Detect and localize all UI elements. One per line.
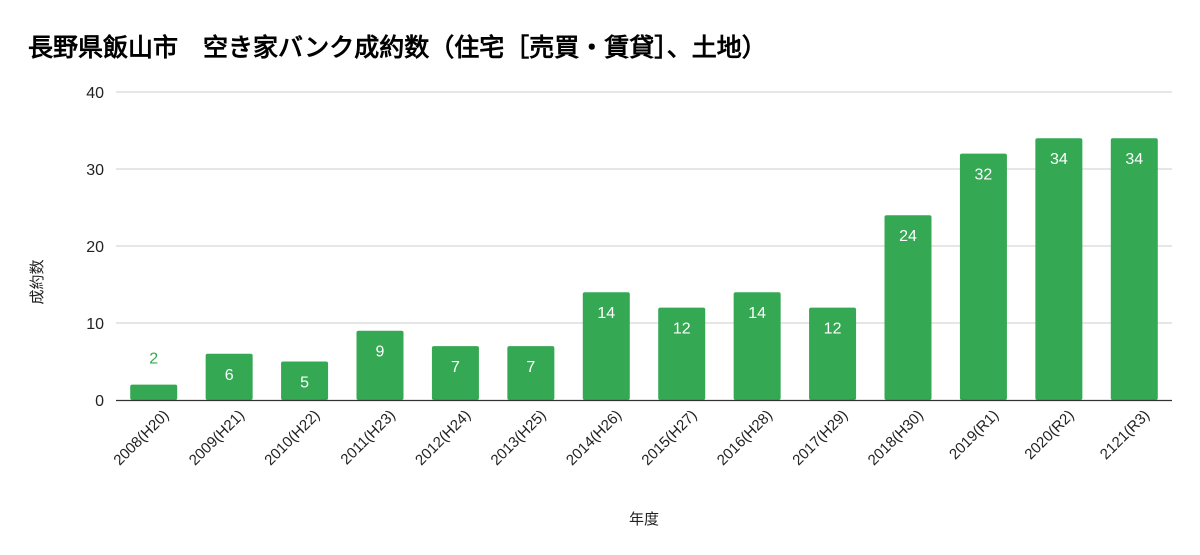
y-axis-ticks: 0 10 20 30 40 — [86, 85, 104, 410]
x-tick-label: 2018(H30) — [865, 407, 927, 469]
bar — [733, 292, 781, 400]
y-tick-label: 20 — [86, 239, 104, 256]
data-label: 6 — [225, 367, 234, 384]
bar — [809, 307, 857, 400]
data-label: 32 — [975, 167, 993, 184]
y-tick-label: 40 — [86, 85, 104, 102]
bar — [356, 330, 404, 400]
bar — [658, 307, 706, 400]
bar — [884, 215, 932, 400]
x-tick-label: 2011(H23) — [337, 407, 398, 468]
x-tick-label: 2008(H20) — [110, 407, 172, 469]
data-label: 12 — [673, 321, 691, 338]
x-axis-title: 年度 — [629, 510, 659, 528]
data-label: 34 — [1050, 151, 1068, 168]
bar — [130, 384, 178, 400]
bar — [582, 292, 630, 400]
bar — [959, 153, 1007, 400]
bar — [507, 346, 555, 400]
x-tick-label: 2010(H22) — [261, 407, 323, 469]
x-tick-label: 2020(R2) — [1021, 407, 1077, 463]
x-tick-label: 2121(R3) — [1097, 407, 1153, 463]
x-tick-label: 2016(H28) — [714, 407, 776, 469]
x-axis-ticks: 2008(H20) 2009(H21) 2010(H22) 2011(H23) 2012… — [110, 407, 1153, 469]
gridlines — [116, 91, 1172, 324]
x-tick-label: 2019(R1) — [946, 407, 1002, 463]
data-label: 14 — [597, 305, 615, 322]
y-axis-title: 成約数 — [28, 259, 46, 304]
x-tick-label: 2015(H27) — [638, 407, 700, 469]
data-label: 7 — [526, 359, 535, 376]
data-label: 14 — [748, 305, 766, 322]
data-label: 7 — [451, 359, 460, 376]
bar — [281, 361, 329, 400]
bar — [1035, 138, 1083, 400]
data-label: 9 — [376, 344, 385, 361]
y-tick-label: 10 — [86, 316, 104, 333]
data-label: 34 — [1125, 151, 1143, 168]
x-tick-label: 2014(H26) — [563, 407, 625, 469]
data-labels: 2 6 5 9 7 7 14 12 14 12 24 32 34 34 — [149, 151, 1143, 391]
data-label: 5 — [300, 375, 309, 392]
data-label: 2 — [149, 351, 158, 368]
data-label: 24 — [899, 228, 917, 245]
x-tick-label: 2009(H21) — [186, 407, 248, 469]
chart-title: 長野県飯山市 空き家バンク成約数（住宅［売買・賃貸］、土地） — [28, 33, 767, 62]
bars — [130, 138, 1158, 400]
bar — [1110, 138, 1158, 400]
x-tick-label: 2012(H24) — [412, 407, 474, 469]
x-tick-label: 2017(H29) — [789, 407, 851, 469]
x-tick-label: 2013(H25) — [488, 407, 550, 469]
y-tick-label: 0 — [95, 393, 104, 410]
bar — [205, 353, 253, 400]
y-tick-label: 30 — [86, 162, 104, 179]
data-label: 12 — [824, 321, 842, 338]
bar — [431, 346, 479, 400]
